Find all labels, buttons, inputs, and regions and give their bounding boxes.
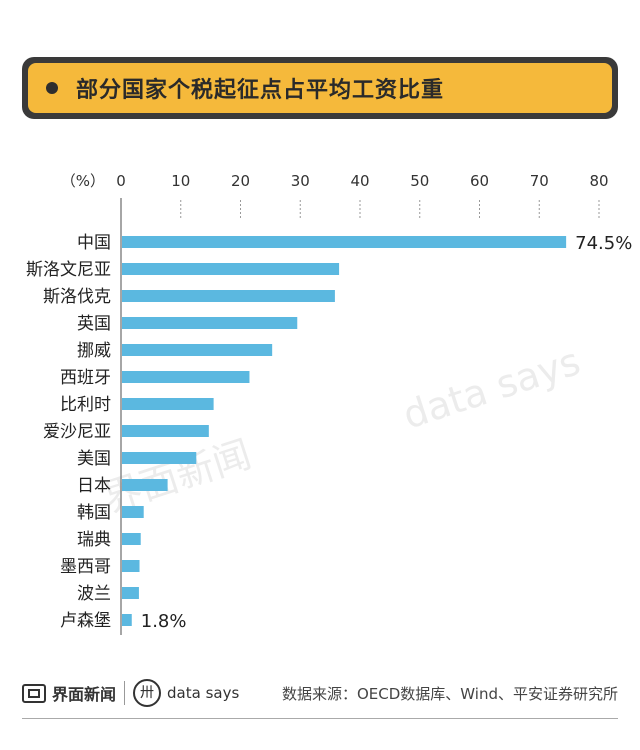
bars	[122, 236, 567, 626]
bar	[122, 344, 273, 356]
bar	[122, 614, 132, 626]
data-labels: 74.5% 1.8%	[141, 233, 633, 632]
grid-lines	[180, 200, 600, 218]
footer: 界面新闻 卅 data says 数据来源：OECD数据库、Wind、平安证券研…	[22, 676, 618, 710]
jiemian-logo-text: 界面新闻	[52, 685, 117, 704]
x-tick-label: 0	[116, 172, 126, 190]
title-banner: 部分国家个税起征点占平均工资比重	[28, 63, 612, 113]
category-label: 西班牙	[60, 368, 111, 388]
category-label: 爱沙尼亚	[43, 422, 111, 442]
bar	[122, 371, 250, 383]
bar	[122, 533, 141, 545]
bullet-dot-icon	[46, 82, 58, 94]
bar	[122, 236, 567, 248]
bar	[122, 398, 214, 410]
source-note: 数据来源：OECD数据库、Wind、平安证券研究所	[281, 684, 618, 703]
category-labels: 中国斯洛文尼亚斯洛伐克英国挪威西班牙比利时爱沙尼亚美国日本韩国瑞典墨西哥波兰卢森…	[26, 233, 111, 631]
x-tick-label: 50	[410, 172, 429, 190]
bar	[122, 587, 139, 599]
bar	[122, 317, 298, 329]
category-label: 日本	[77, 476, 111, 496]
bar	[122, 452, 197, 464]
unit-label: （%）	[61, 172, 105, 190]
category-label: 瑞典	[77, 530, 111, 550]
category-label: 卢森堡	[60, 611, 111, 631]
category-label: 中国	[77, 233, 111, 253]
data-label: 1.8%	[141, 611, 187, 632]
bar	[122, 506, 144, 518]
category-label: 斯洛文尼亚	[26, 260, 111, 280]
chart-title: 部分国家个税起征点占平均工资比重	[76, 78, 445, 103]
category-label: 墨西哥	[60, 557, 111, 577]
bar	[122, 290, 335, 302]
title-box: 部分国家个税起征点占平均工资比重	[22, 57, 618, 119]
bar	[122, 560, 140, 572]
category-label: 英国	[77, 314, 111, 334]
watermark-datasays: data says	[398, 339, 586, 437]
category-label: 波兰	[77, 584, 111, 604]
datasays-logo: 卅 data says	[133, 679, 239, 707]
data-label: 74.5%	[575, 233, 632, 254]
category-label: 美国	[77, 449, 111, 469]
footer-divider	[124, 681, 126, 705]
x-tick-label: 60	[470, 172, 489, 190]
jiemian-logo: 界面新闻	[22, 681, 116, 705]
bar-chart: 界面新闻 data says （%） 0 10 20 30 40 50 60 70 80 中国斯洛…	[26, 172, 633, 635]
x-tick-label: 10	[171, 172, 190, 190]
tick-labels: （%） 0 10 20 30 40 50 60 70 80	[61, 172, 609, 190]
x-tick-label: 80	[589, 172, 608, 190]
category-label: 比利时	[60, 395, 111, 415]
category-label: 斯洛伐克	[43, 287, 111, 307]
x-tick-label: 20	[231, 172, 250, 190]
bar	[122, 479, 168, 491]
x-tick-label: 70	[530, 172, 549, 190]
watermark-jiemian: 界面新闻	[98, 432, 256, 521]
jiemian-logo-icon	[22, 683, 46, 703]
footer-rule	[22, 718, 618, 719]
datasays-logo-text: data says	[167, 684, 240, 702]
datasays-logo-icon: 卅	[133, 679, 162, 707]
category-label: 挪威	[77, 341, 111, 361]
x-tick-label: 30	[291, 172, 310, 190]
category-label: 韩国	[77, 503, 111, 523]
bar	[122, 425, 209, 437]
bar	[122, 263, 340, 275]
x-tick-label: 40	[350, 172, 369, 190]
